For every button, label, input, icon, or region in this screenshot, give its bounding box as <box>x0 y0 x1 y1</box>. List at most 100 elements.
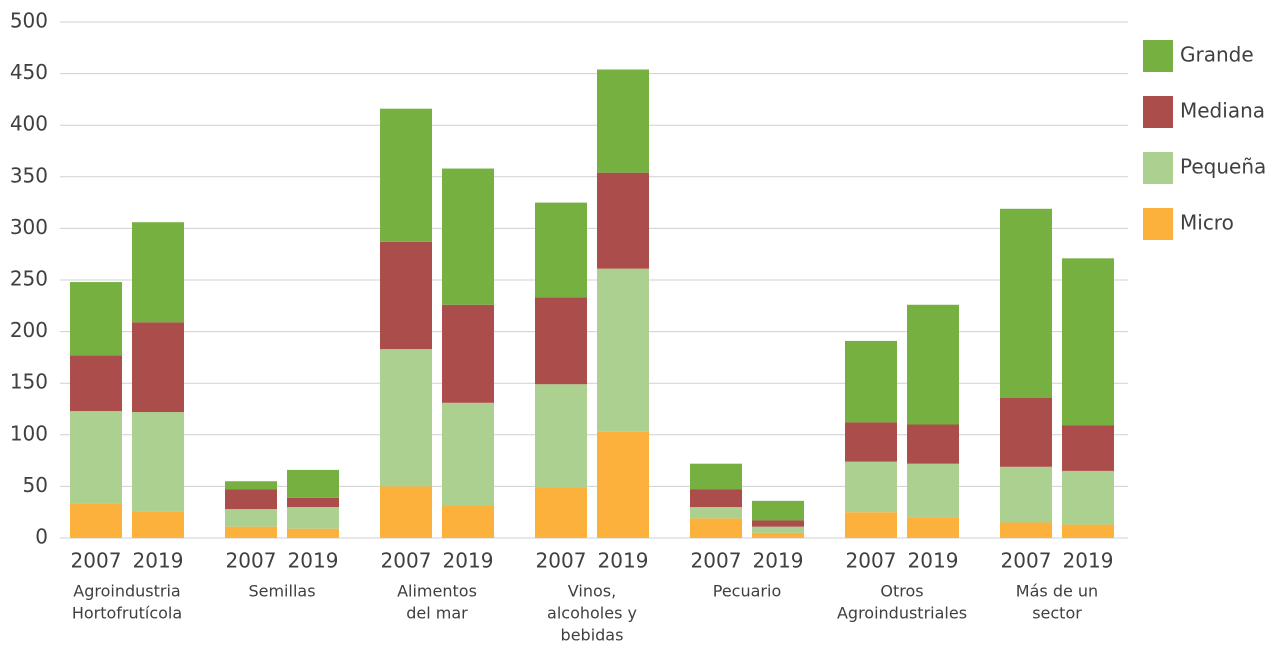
group-label: Más de un <box>1016 582 1098 601</box>
group-label: alcoholes y <box>547 604 637 623</box>
y-tick-label: 500 <box>10 9 48 33</box>
bar-segment <box>287 528 339 538</box>
legend-label: Pequeña <box>1180 155 1266 179</box>
bar-segment <box>70 411 122 504</box>
legend-label: Mediana <box>1180 99 1265 123</box>
bar-segment <box>442 402 494 507</box>
group-label: Vinos, <box>568 582 616 601</box>
bar-segment <box>690 489 742 508</box>
bar-segment <box>845 461 897 513</box>
y-tick-label: 400 <box>10 112 48 136</box>
bar-segment <box>597 431 649 538</box>
bar-segment <box>1000 208 1052 398</box>
x-tick-label: 2019 <box>753 549 804 573</box>
x-tick-label: 2019 <box>908 549 959 573</box>
bar-segment <box>597 69 649 173</box>
bar-segment <box>1062 425 1114 471</box>
bar-segment <box>225 509 277 527</box>
x-tick-label: 2019 <box>288 549 339 573</box>
bar-segment <box>380 108 432 242</box>
bar-segment <box>132 222 184 323</box>
legend-swatch <box>1143 40 1173 72</box>
legend-label: Micro <box>1180 211 1234 235</box>
bar-segment <box>845 512 897 538</box>
group-label: Hortofrutícola <box>72 604 182 623</box>
x-tick-label: 2019 <box>1063 549 1114 573</box>
x-tick-label: 2019 <box>133 549 184 573</box>
x-tick-label: 2007 <box>226 549 277 573</box>
x-tick-label: 2019 <box>598 549 649 573</box>
bar-segment <box>287 469 339 498</box>
x-tick-label: 2019 <box>443 549 494 573</box>
y-tick-label: 300 <box>10 215 48 239</box>
bar-segment <box>132 412 184 512</box>
bar-segment <box>690 518 742 538</box>
bar-segment <box>287 497 339 508</box>
bar-segment <box>225 526 277 538</box>
group-label: Semillas <box>248 582 315 601</box>
bar-segment <box>1062 470 1114 525</box>
legend-swatch <box>1143 208 1173 240</box>
bar-segment <box>535 384 587 488</box>
bar-segment <box>752 532 804 538</box>
bar-segment <box>70 355 122 412</box>
bar-segment <box>132 322 184 413</box>
group-label: sector <box>1032 604 1082 623</box>
legend-label: Grande <box>1180 43 1254 67</box>
bar-segment <box>535 297 587 385</box>
bar-segment <box>907 517 959 538</box>
bar-segment <box>1000 466 1052 523</box>
bar-segment <box>287 507 339 529</box>
bar-segment <box>70 503 122 538</box>
x-tick-label: 2007 <box>381 549 432 573</box>
bar-segment <box>132 511 184 538</box>
bar-segment <box>752 500 804 521</box>
legend-swatch <box>1143 96 1173 128</box>
x-tick-label: 2007 <box>71 549 122 573</box>
bar-segment <box>442 168 494 305</box>
x-tick-label: 2007 <box>691 549 742 573</box>
bar-segment <box>690 507 742 519</box>
x-tick-label: 2007 <box>846 549 897 573</box>
bar-segment <box>907 424 959 464</box>
bar-segment <box>225 489 277 510</box>
y-tick-label: 0 <box>35 525 48 549</box>
bar-segment <box>380 241 432 350</box>
group-label: Agroindustria <box>73 582 180 601</box>
y-tick-label: 250 <box>10 267 48 291</box>
bar-segment <box>70 282 122 356</box>
bar-segment <box>442 506 494 538</box>
group-label: Pecuario <box>713 582 781 601</box>
bar-segment <box>535 487 587 538</box>
group-label: Alimentos <box>397 582 477 601</box>
bar-segment <box>225 481 277 490</box>
y-tick-label: 50 <box>23 473 48 497</box>
y-tick-label: 100 <box>10 421 48 445</box>
bar-segment <box>907 463 959 518</box>
y-tick-label: 200 <box>10 318 48 342</box>
bar-segment <box>752 520 804 527</box>
bar-segment <box>1062 258 1114 426</box>
bar-segment <box>690 463 742 490</box>
bar-segment <box>845 340 897 423</box>
bar-segment <box>597 172 649 269</box>
bar-segment <box>380 349 432 487</box>
group-label: del mar <box>406 604 468 623</box>
y-tick-label: 150 <box>10 370 48 394</box>
bar-segment <box>535 202 587 298</box>
x-tick-label: 2007 <box>1001 549 1052 573</box>
bar-segment <box>1000 397 1052 467</box>
y-tick-label: 450 <box>10 60 48 84</box>
bar-segment <box>442 304 494 403</box>
bar-segment <box>845 422 897 462</box>
bar-segment <box>907 304 959 425</box>
x-tick-label: 2007 <box>536 549 587 573</box>
bar-segment <box>752 526 804 533</box>
bar-segment <box>1000 522 1052 538</box>
group-label: Agroindustriales <box>837 604 967 623</box>
bar-segment <box>380 486 432 538</box>
legend-swatch <box>1143 152 1173 184</box>
bar-segment <box>1062 524 1114 538</box>
group-label: bebidas <box>561 626 624 645</box>
